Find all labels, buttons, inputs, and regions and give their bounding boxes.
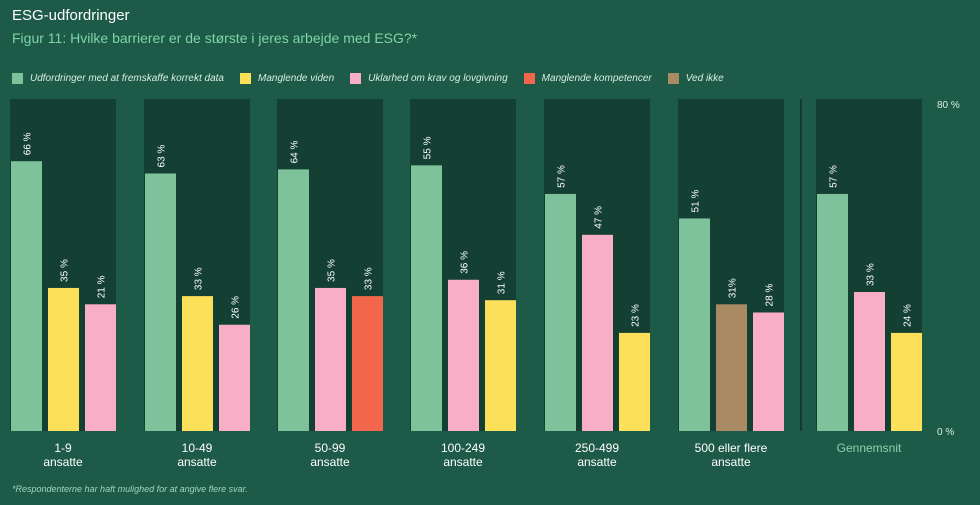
category-label: ansatte <box>177 455 217 469</box>
data-label: 47 % <box>594 206 605 229</box>
bar-pink <box>315 287 346 431</box>
legend-label: Uklarhed om krav og lovgivning <box>368 72 508 84</box>
category-label: ansatte <box>711 455 751 469</box>
bar-green <box>411 165 442 431</box>
bar-orange <box>352 296 383 431</box>
data-label: 35 % <box>60 259 71 282</box>
legend-label: Manglende kompetencer <box>541 72 652 84</box>
legend-swatch <box>523 72 535 84</box>
bar-tan <box>716 304 747 431</box>
bar-pink <box>448 279 479 431</box>
chart-subtitle: Figur 11: Hvilke barrierer er de største… <box>12 30 418 46</box>
data-label: 57 % <box>557 165 568 188</box>
data-label: 66 % <box>23 132 34 155</box>
legend-item-orange: Manglende kompetencer <box>523 72 652 84</box>
category-label: ansatte <box>43 455 83 469</box>
category-label: 100-249 <box>441 441 485 455</box>
bar-yellow <box>182 296 213 431</box>
legend-swatch <box>667 72 679 84</box>
bar-green <box>817 193 848 431</box>
category-label: ansatte <box>310 455 350 469</box>
bar-yellow <box>485 300 516 431</box>
data-label: 23 % <box>631 304 642 327</box>
data-label: 36 % <box>460 251 471 274</box>
category-label: 250-499 <box>575 441 619 455</box>
data-label: 31% <box>728 278 739 298</box>
legend-label: Manglende viden <box>257 72 335 84</box>
data-label: 28 % <box>765 284 776 307</box>
y-tick-label: 0 % <box>937 427 954 438</box>
data-label: 55 % <box>423 136 434 159</box>
bar-pink <box>854 292 885 431</box>
data-label: 21 % <box>97 275 108 298</box>
bar-green <box>278 169 309 431</box>
data-label: 57 % <box>829 165 840 188</box>
y-tick-label: 80 % <box>937 100 960 111</box>
legend-swatch <box>239 72 251 84</box>
footnote: *Respondenterne har haft mulighed for at… <box>12 484 248 494</box>
data-label: 33 % <box>364 267 375 290</box>
category-label: ansatte <box>577 455 617 469</box>
legend: Udfordringer med at fremskaffe korrekt d… <box>12 70 740 86</box>
data-label: 26 % <box>231 296 242 319</box>
data-label: 24 % <box>903 304 914 327</box>
bar-green <box>545 193 576 431</box>
bar-green <box>679 218 710 431</box>
bar-pink <box>582 234 613 431</box>
bar-green <box>11 161 42 431</box>
legend-label: Ved ikke <box>685 72 724 84</box>
bar-yellow <box>48 287 79 431</box>
legend-item-tan: Ved ikke <box>667 72 724 84</box>
category-label: 1-9 <box>54 441 72 455</box>
data-label: 33 % <box>194 267 205 290</box>
data-label: 33 % <box>866 263 877 286</box>
bar-yellow <box>619 332 650 431</box>
legend-label: Udfordringer med at fremskaffe korrekt d… <box>30 72 224 84</box>
bar-green <box>145 173 176 432</box>
category-label: ansatte <box>443 455 483 469</box>
category-label: Gennemsnit <box>837 441 902 455</box>
data-label: 51 % <box>691 190 702 213</box>
data-label: 31 % <box>497 271 508 294</box>
category-label: 50-99 <box>315 441 346 455</box>
legend-item-yellow: Manglende viden <box>239 72 335 84</box>
legend-item-pink: Uklarhed om krav og lovgivning <box>350 72 508 84</box>
bar-pink <box>753 312 784 431</box>
legend-swatch <box>12 72 23 84</box>
legend-item-green: Udfordringer med at fremskaffe korrekt d… <box>12 72 224 84</box>
bar-pink <box>85 304 116 431</box>
legend-swatch <box>350 72 362 84</box>
data-label: 63 % <box>157 145 168 168</box>
bar-yellow <box>891 332 922 431</box>
category-label: 10-49 <box>182 441 213 455</box>
category-label: 500 eller flere <box>695 441 768 455</box>
data-label: 35 % <box>327 259 338 282</box>
bar-pink <box>219 324 250 431</box>
chart-title: ESG-udfordringer <box>12 7 130 24</box>
data-label: 64 % <box>290 140 301 163</box>
